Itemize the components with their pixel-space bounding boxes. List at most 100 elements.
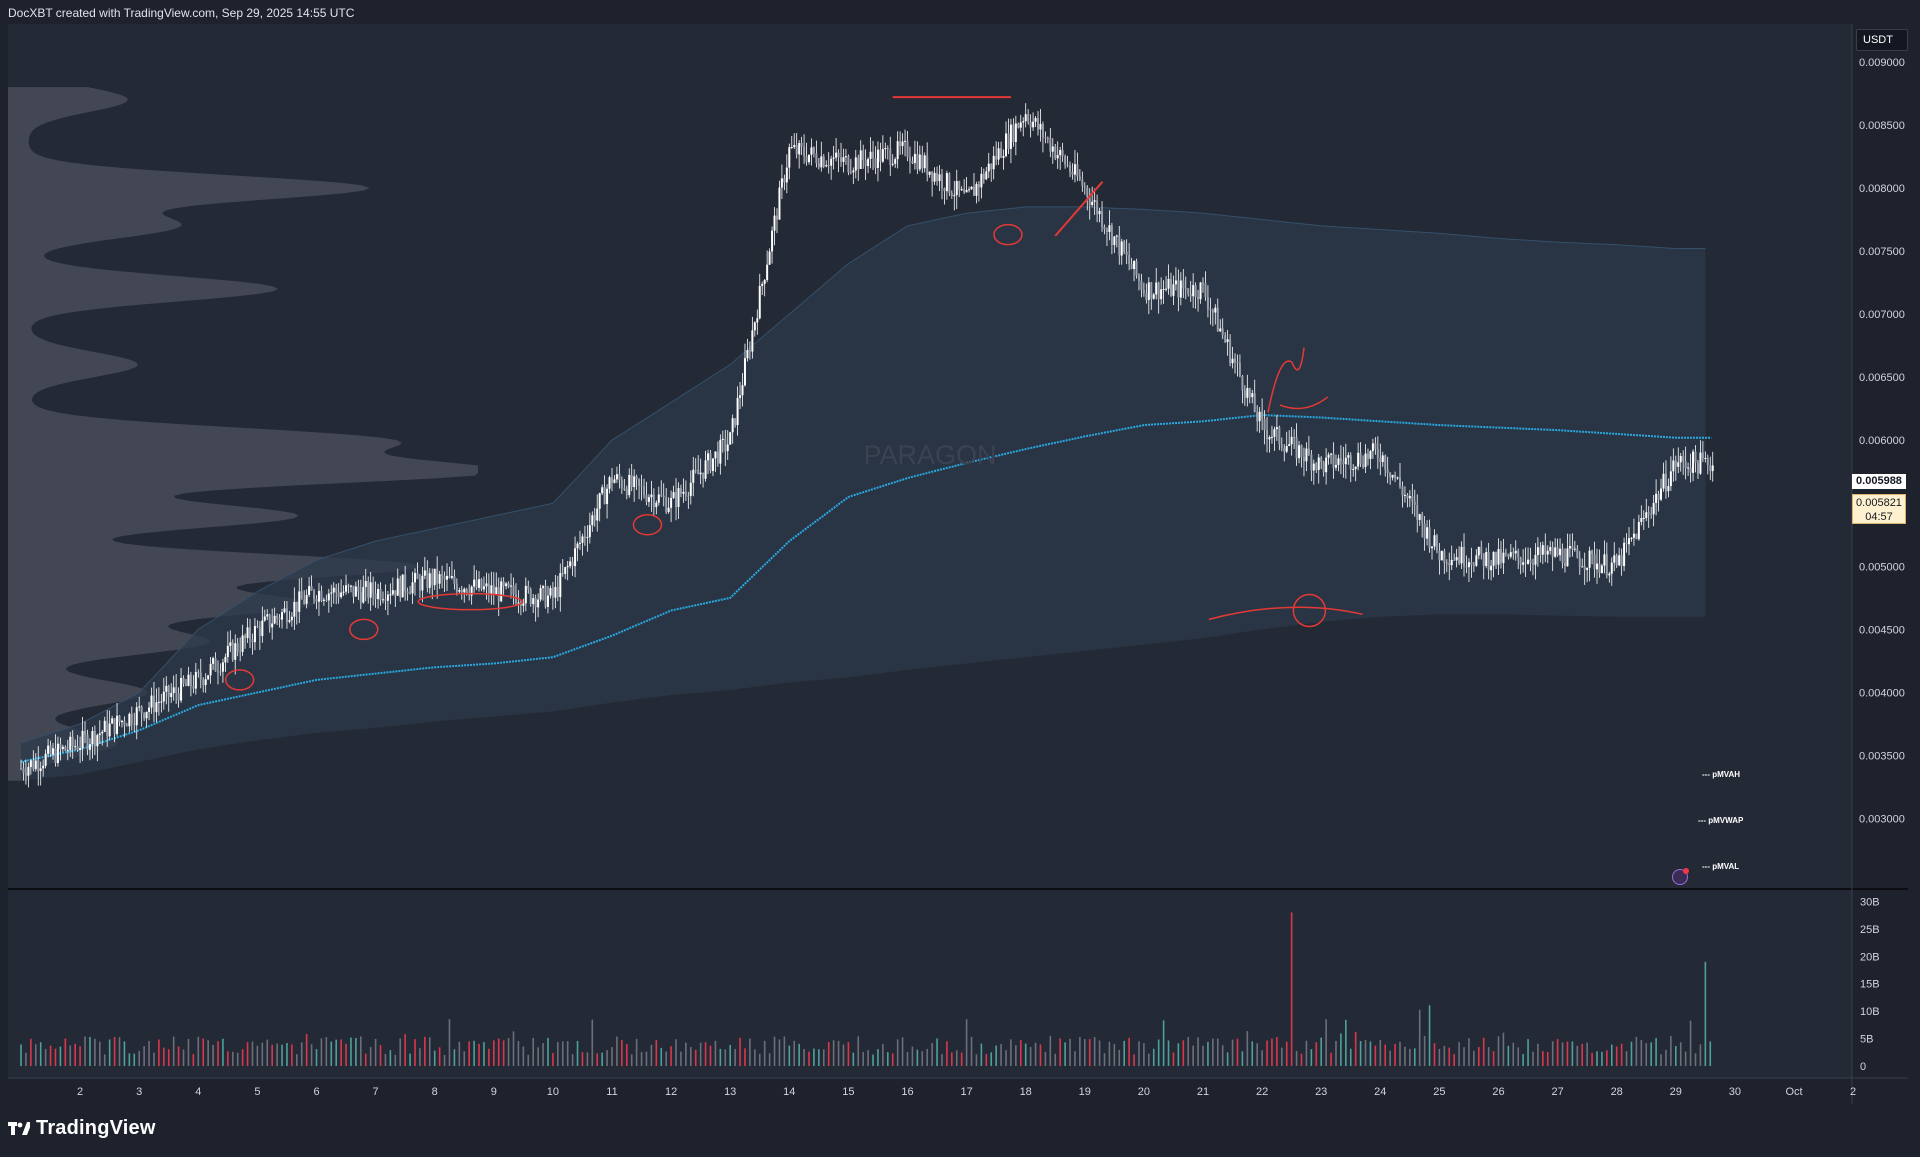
candle-body [1179,280,1182,298]
volume-bar [611,1047,613,1066]
candle-body [414,572,416,583]
candle-body [180,677,183,701]
candle-body [1465,566,1468,568]
candle-body [64,746,67,751]
candle-body [564,567,567,574]
candle-body [1302,457,1305,462]
volume-bar [1571,1041,1574,1066]
volume-bar [872,1054,874,1066]
candle-body [1524,562,1527,564]
volume-bar [660,1047,663,1066]
currency-badge[interactable]: USDT [1856,29,1908,51]
volume-bar [172,1036,175,1066]
volume-bar [690,1047,692,1066]
candle-body [857,157,860,169]
volume-bar [1665,1049,1667,1066]
candle-body [1266,430,1269,440]
volume-bar [630,1054,633,1066]
candle-body [1238,363,1241,376]
candle-body [81,731,84,749]
candle-body [588,525,591,538]
volume-bar [1606,1050,1608,1066]
volume-bar [729,1044,731,1066]
candle-body [1605,554,1608,576]
volume-bar [1650,1042,1652,1066]
candle-body [559,573,562,598]
candle-body [1578,557,1581,567]
candle-body [1386,469,1389,473]
candle-body [1009,124,1012,149]
time-tick-label: 23 [1315,1086,1327,1098]
volume-bar [340,1039,342,1066]
volume-bar [30,1038,32,1066]
candle-body [396,578,399,596]
candle-body [69,736,72,751]
time-tick-label: Oct [1785,1086,1802,1098]
candle-body [628,474,631,496]
candle-body [1374,443,1377,449]
candle-body [1662,473,1665,489]
candle-body [785,167,788,183]
volume-bar [1256,1043,1258,1066]
candle-body [586,537,589,539]
tradingview-logo[interactable]: TradingView [8,1117,156,1140]
candle-body [1583,566,1586,570]
candle-body [152,695,155,713]
candle-body [736,397,739,426]
volume-bar [1192,1045,1194,1066]
candle-body [554,586,557,598]
candle-body [253,626,256,643]
candle-body [1674,460,1677,467]
candle-body [611,477,613,483]
candle-body [187,674,190,686]
candle-body [438,574,441,584]
candle-body [1603,554,1606,566]
candle-body [1256,411,1259,422]
candle-body [647,497,650,502]
candle-body [1376,448,1379,459]
candle-body [455,583,458,592]
candle-body [620,480,623,489]
volume-bar [1389,1050,1391,1066]
volume-bar [207,1040,209,1066]
volume-bar [1133,1054,1135,1066]
candle-body [1234,358,1237,362]
candle-body [202,679,205,686]
time-tick-label: 14 [783,1086,795,1098]
volume-bar [1433,1043,1436,1066]
volume-bar [34,1044,37,1066]
candle-body [66,750,69,752]
candle-body [1529,559,1532,564]
candle-body [61,746,64,750]
volume-bar [1285,1041,1288,1066]
time-tick-label: 9 [491,1086,497,1098]
candle-body [409,593,412,595]
candle-body [288,620,291,622]
volume-bar [1359,1041,1362,1066]
volume-bar [680,1051,682,1066]
alert-icon[interactable] [1672,868,1689,885]
candle-body [182,677,185,684]
candle-body [1133,260,1136,269]
volume-bar [1675,1045,1677,1066]
candle-body [1061,150,1064,157]
footer-bar [0,1104,1920,1157]
candle-body [1226,339,1229,342]
volume-bar [1054,1053,1057,1066]
candle-body [214,658,217,672]
candle-body [1554,547,1557,557]
candle-body [721,438,724,440]
candle-body [524,585,527,604]
candle-body [241,635,244,652]
candle-body [458,590,461,592]
candle-body [428,573,431,588]
volume-bar [497,1038,500,1066]
candle-body [1032,121,1035,128]
volume-bar [1566,1041,1569,1066]
volume-bar [414,1039,416,1066]
candle-body [148,707,151,712]
volume-bar [1300,1053,1303,1066]
volume-bar [719,1048,722,1066]
candle-body [780,178,783,188]
